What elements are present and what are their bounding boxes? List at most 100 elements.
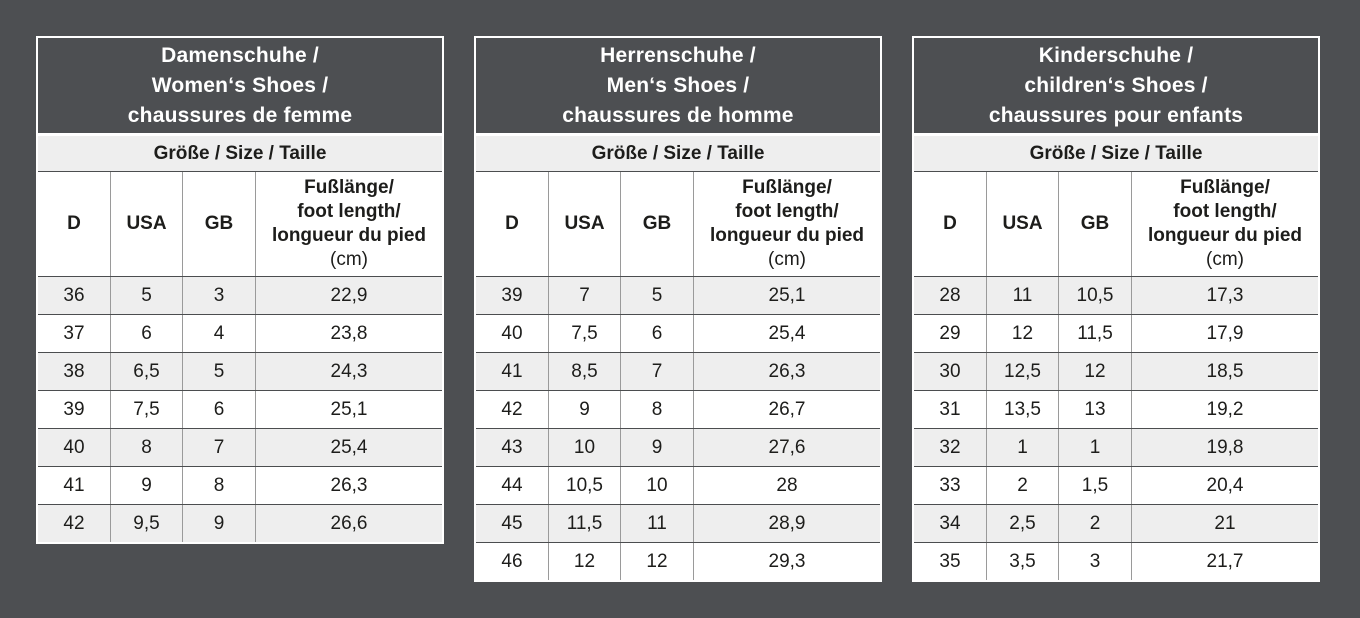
men-table-body: 39 7 5 25,1 40 7,5 6 25,4 41 8,5 7 26,3 42 9 8 26,7 43 10… — [476, 276, 880, 580]
col-header-usa: USA — [549, 172, 621, 276]
table-cell: 40 — [38, 429, 111, 466]
title-line-fr: chaussures pour enfants — [988, 103, 1244, 127]
table-cell: 6 — [111, 315, 183, 352]
table-cell: 42 — [38, 505, 111, 542]
table-cell: 36 — [38, 277, 111, 314]
men-table-title: Herrenschuhe / Men‘s Shoes / chaussures … — [476, 38, 880, 133]
table-cell: 42 — [476, 391, 549, 428]
table-row: 41 8,5 7 26,3 — [476, 352, 880, 390]
table-cell: 2 — [987, 467, 1059, 504]
table-cell: 26,3 — [768, 360, 806, 382]
col-header-foot-length: Fußlänge/ foot length/ longueur du pied … — [1132, 172, 1318, 276]
foot-length-unit: (cm) — [330, 249, 368, 270]
table-cell: 39 — [476, 277, 549, 314]
table-cell: 27,6 — [768, 436, 806, 458]
table-row: 40 7,5 6 25,4 — [476, 314, 880, 352]
table-cell: 6 — [183, 391, 256, 428]
foot-length-line-fr: longueur du pied — [709, 225, 865, 246]
table-cell: 26,6 — [330, 512, 368, 534]
col-header-gb: GB — [621, 172, 694, 276]
table-row: 35 3,5 3 21,7 — [914, 542, 1318, 580]
table-cell: 19,2 — [1206, 398, 1244, 420]
table-cell: 3 — [1059, 543, 1132, 580]
table-cell: 8 — [183, 467, 256, 504]
col-header-foot-length: Fußlänge/ foot length/ longueur du pied … — [694, 172, 880, 276]
table-cell: 20,4 — [1206, 474, 1244, 496]
table-cell: 28 — [776, 474, 798, 496]
table-row: 38 6,5 5 24,3 — [38, 352, 442, 390]
size-header: Größe / Size / Taille — [476, 133, 880, 171]
title-line-en: Women‘s Shoes / — [151, 73, 329, 97]
foot-length-line-en: foot length/ — [297, 201, 401, 222]
foot-length-line-fr: longueur du pied — [271, 225, 427, 246]
column-header-row: D USA GB Fußlänge/ foot length/ longueur… — [38, 171, 442, 276]
table-cell: 5 — [111, 277, 183, 314]
col-header-usa: USA — [111, 172, 183, 276]
column-header-row: D USA GB Fußlänge/ foot length/ longueur… — [476, 171, 880, 276]
table-cell: 7 — [549, 277, 621, 314]
title-line-de: Kinderschuhe / — [1038, 43, 1194, 67]
table-row: 39 7,5 6 25,1 — [38, 390, 442, 428]
table-cell: 7,5 — [549, 315, 621, 352]
table-cell: 9 — [549, 391, 621, 428]
table-cell: 2 — [1059, 505, 1132, 542]
foot-length-line-fr: longueur du pied — [1147, 225, 1303, 246]
table-cell: 12 — [987, 315, 1059, 352]
foot-length-line-en: foot length/ — [735, 201, 839, 222]
table-cell: 25,1 — [330, 398, 368, 420]
table-cell: 39 — [38, 391, 111, 428]
foot-length-line-de: Fußlänge/ — [304, 177, 394, 198]
col-header-gb: GB — [1059, 172, 1132, 276]
table-cell: 9 — [183, 505, 256, 542]
title-line-en: children‘s Shoes / — [1024, 73, 1208, 97]
table-cell: 17,3 — [1206, 284, 1244, 306]
col-header-usa: USA — [987, 172, 1059, 276]
women-table-body: 36 5 3 22,9 37 6 4 23,8 38 6,5 5 24,3 39 7,5 6 25,1 40 8 7… — [38, 276, 442, 542]
table-cell: 26,3 — [330, 474, 368, 496]
children-shoes-table: Kinderschuhe / children‘s Shoes / chauss… — [912, 36, 1320, 582]
table-cell: 25,4 — [330, 436, 368, 458]
title-line-fr: chaussures de femme — [127, 103, 353, 127]
table-cell: 7 — [183, 429, 256, 466]
foot-length-unit: (cm) — [768, 249, 806, 270]
title-line-de: Herrenschuhe / — [600, 43, 756, 67]
table-cell: 9,5 — [111, 505, 183, 542]
children-table-title: Kinderschuhe / children‘s Shoes / chauss… — [914, 38, 1318, 133]
table-cell: 25,4 — [768, 322, 806, 344]
table-cell: 23,8 — [330, 322, 368, 344]
title-line-en: Men‘s Shoes / — [606, 73, 750, 97]
table-row: 42 9,5 9 26,6 — [38, 504, 442, 542]
table-row: 30 12,5 12 18,5 — [914, 352, 1318, 390]
table-cell: 19,8 — [1206, 436, 1244, 458]
table-cell: 34 — [914, 505, 987, 542]
table-cell: 28 — [914, 277, 987, 314]
women-table-title: Damenschuhe / Women‘s Shoes / chaussures… — [38, 38, 442, 133]
foot-length-unit: (cm) — [1206, 249, 1244, 270]
foot-length-line-de: Fußlänge/ — [1180, 177, 1270, 198]
table-cell: 10,5 — [549, 467, 621, 504]
table-cell: 30 — [914, 353, 987, 390]
table-cell: 13 — [1059, 391, 1132, 428]
table-cell: 7 — [621, 353, 694, 390]
table-cell: 5 — [183, 353, 256, 390]
table-cell: 12 — [1059, 353, 1132, 390]
table-row: 37 6 4 23,8 — [38, 314, 442, 352]
table-cell: 40 — [476, 315, 549, 352]
table-cell: 11,5 — [549, 505, 621, 542]
table-cell: 25,1 — [768, 284, 806, 306]
table-cell: 29 — [914, 315, 987, 352]
table-row: 34 2,5 2 21 — [914, 504, 1318, 542]
table-row: 46 12 12 29,3 — [476, 542, 880, 580]
table-cell: 9 — [111, 467, 183, 504]
table-row: 42 9 8 26,7 — [476, 390, 880, 428]
table-cell: 11 — [987, 277, 1059, 314]
col-header-d: D — [38, 172, 111, 276]
table-cell: 5 — [621, 277, 694, 314]
col-header-gb: GB — [183, 172, 256, 276]
table-row: 44 10,5 10 28 — [476, 466, 880, 504]
table-cell: 13,5 — [987, 391, 1059, 428]
table-cell: 44 — [476, 467, 549, 504]
table-cell: 12 — [549, 543, 621, 580]
table-row: 36 5 3 22,9 — [38, 276, 442, 314]
table-cell: 3,5 — [987, 543, 1059, 580]
